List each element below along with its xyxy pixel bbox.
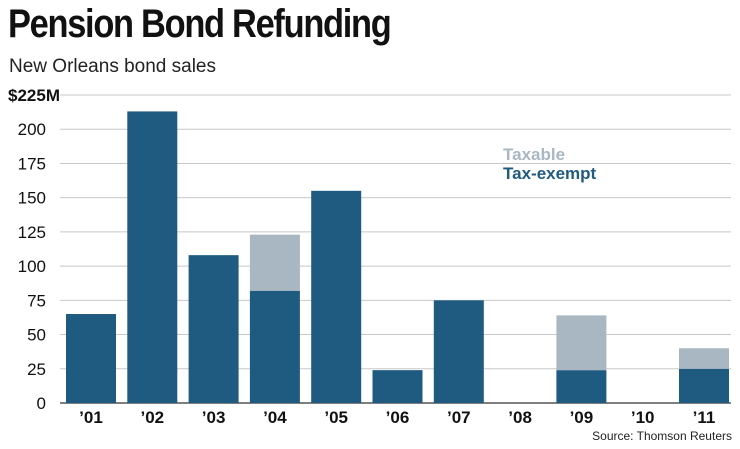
y-tick-label: 175: [18, 154, 46, 173]
bar-tax-exempt: [127, 111, 178, 403]
legend-entry: Taxable: [503, 145, 565, 164]
x-tick-label: ’11: [693, 408, 716, 427]
bar-tax-exempt: [679, 368, 729, 403]
bar-tax-exempt: [556, 370, 607, 403]
x-tick-label: ’03: [202, 408, 226, 427]
x-tick-label: ’04: [263, 408, 287, 427]
bar-taxable: [556, 315, 607, 371]
bar-tax-exempt: [188, 255, 239, 403]
bar-taxable: [679, 348, 729, 369]
source-note: Source: Thomson Reuters: [592, 429, 732, 443]
bar-tax-exempt: [311, 190, 362, 403]
chart-title: Pension Bond Refunding: [8, 2, 392, 46]
x-tick-label: ’05: [324, 408, 348, 427]
x-tick-label: ’02: [140, 408, 164, 427]
bar-tax-exempt: [372, 370, 423, 403]
y-tick-label: 100: [18, 257, 46, 276]
bars: [66, 111, 729, 403]
bar-tax-exempt: [66, 314, 116, 403]
y-tick-label: 125: [18, 223, 46, 242]
y-tick-label: 50: [27, 326, 46, 345]
bar-tax-exempt: [433, 300, 484, 403]
x-axis-ticks: ’01 ’02 ’03 ’04 ’05 ’06 ’07 ’08 ’09 ’10 ’11: [79, 408, 715, 427]
y-tick-label: 75: [27, 291, 46, 310]
y-tick-label: 0: [37, 394, 46, 413]
y-tick-label: $225M: [8, 86, 60, 105]
y-tick-label: 150: [18, 189, 46, 208]
y-tick-label: 200: [18, 120, 46, 139]
chart-subtitle: New Orleans bond sales: [9, 56, 216, 77]
x-tick-label: ’10: [631, 408, 655, 427]
y-axis-ticks: 0 25 50 75 100 125 150 175 200 $225M: [8, 86, 60, 413]
x-tick-label: ’09: [570, 408, 594, 427]
bar-tax-exempt: [249, 290, 300, 403]
x-tick-label: ’07: [447, 408, 471, 427]
x-tick-label: ’08: [508, 408, 532, 427]
bar-taxable: [249, 234, 300, 291]
x-tick-label: ’01: [79, 408, 103, 427]
legend-entry: Tax-exempt: [503, 164, 597, 183]
x-tick-label: ’06: [386, 408, 410, 427]
y-tick-label: 25: [27, 360, 46, 379]
